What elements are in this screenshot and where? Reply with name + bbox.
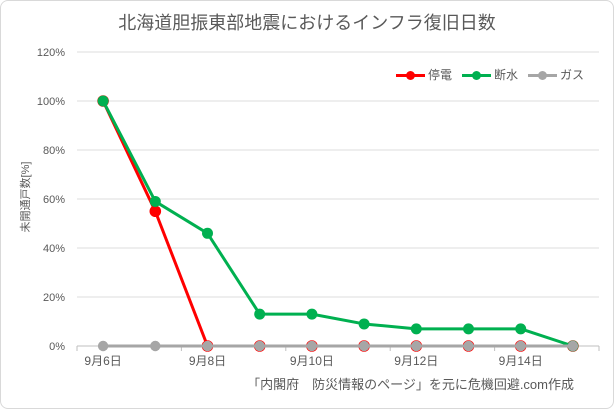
data-point-断水: [97, 95, 109, 107]
data-point-断水: [202, 227, 213, 239]
data-point-ガス: [306, 340, 318, 352]
data-point-ガス: [202, 340, 213, 352]
data-point-ガス: [567, 340, 579, 352]
x-tick-label: 9月8日: [189, 354, 226, 368]
series-line-断水: [101, 99, 575, 348]
x-tick-label: 9月10日: [290, 354, 334, 368]
legend-item-gas: ガス: [527, 68, 584, 82]
x-tick-label: 9月14日: [499, 354, 543, 368]
legend-item-power-outage: 停電: [395, 68, 452, 82]
data-point-断水: [463, 323, 474, 335]
y-tick-label: 100%: [37, 96, 65, 108]
legend-label-gas: ガス: [559, 68, 584, 82]
legend-item-water-outage: 断水: [461, 68, 518, 82]
data-point-ガス: [150, 340, 161, 352]
data-point-断水: [149, 195, 161, 207]
data-point-停電: [149, 205, 162, 218]
data-point-ガス: [463, 340, 474, 352]
data-point-ガス: [97, 340, 109, 352]
y-tick-label: 0%: [49, 341, 65, 353]
y-tick-label: 60%: [43, 194, 65, 206]
y-tick-label: 120%: [37, 47, 65, 59]
data-point-断水: [410, 323, 422, 335]
data-point-ガス: [254, 340, 265, 352]
line-marker-swatch-green: [461, 70, 491, 81]
data-point-ガス: [515, 340, 526, 352]
y-tick-label: 20%: [43, 292, 65, 304]
data-point-断水: [254, 308, 266, 320]
legend-label-power-outage: 停電: [427, 68, 452, 82]
line-marker-swatch-gray: [527, 70, 557, 81]
legend-label-water-outage: 断水: [493, 68, 518, 82]
data-point-断水: [306, 308, 318, 320]
data-point-ガス: [358, 340, 370, 352]
x-tick-label: 9月12日: [394, 354, 438, 368]
series-line-停電: [101, 99, 575, 348]
data-point-ガス: [411, 340, 422, 352]
x-tick-label: 9月6日: [84, 354, 121, 368]
data-point-断水: [358, 318, 370, 330]
y-tick-label: 40%: [43, 243, 65, 255]
legend: 停電 断水 ガス: [395, 68, 584, 82]
data-point-断水: [515, 323, 527, 335]
y-tick-label: 80%: [43, 145, 65, 157]
chart-title: 北海道胆振東部地震におけるインフラ復旧日数: [118, 13, 496, 33]
line-marker-swatch-red: [395, 70, 425, 81]
source-note: 「内閣府 防災情報のページ」を元に危機回避.com作成: [247, 377, 574, 392]
